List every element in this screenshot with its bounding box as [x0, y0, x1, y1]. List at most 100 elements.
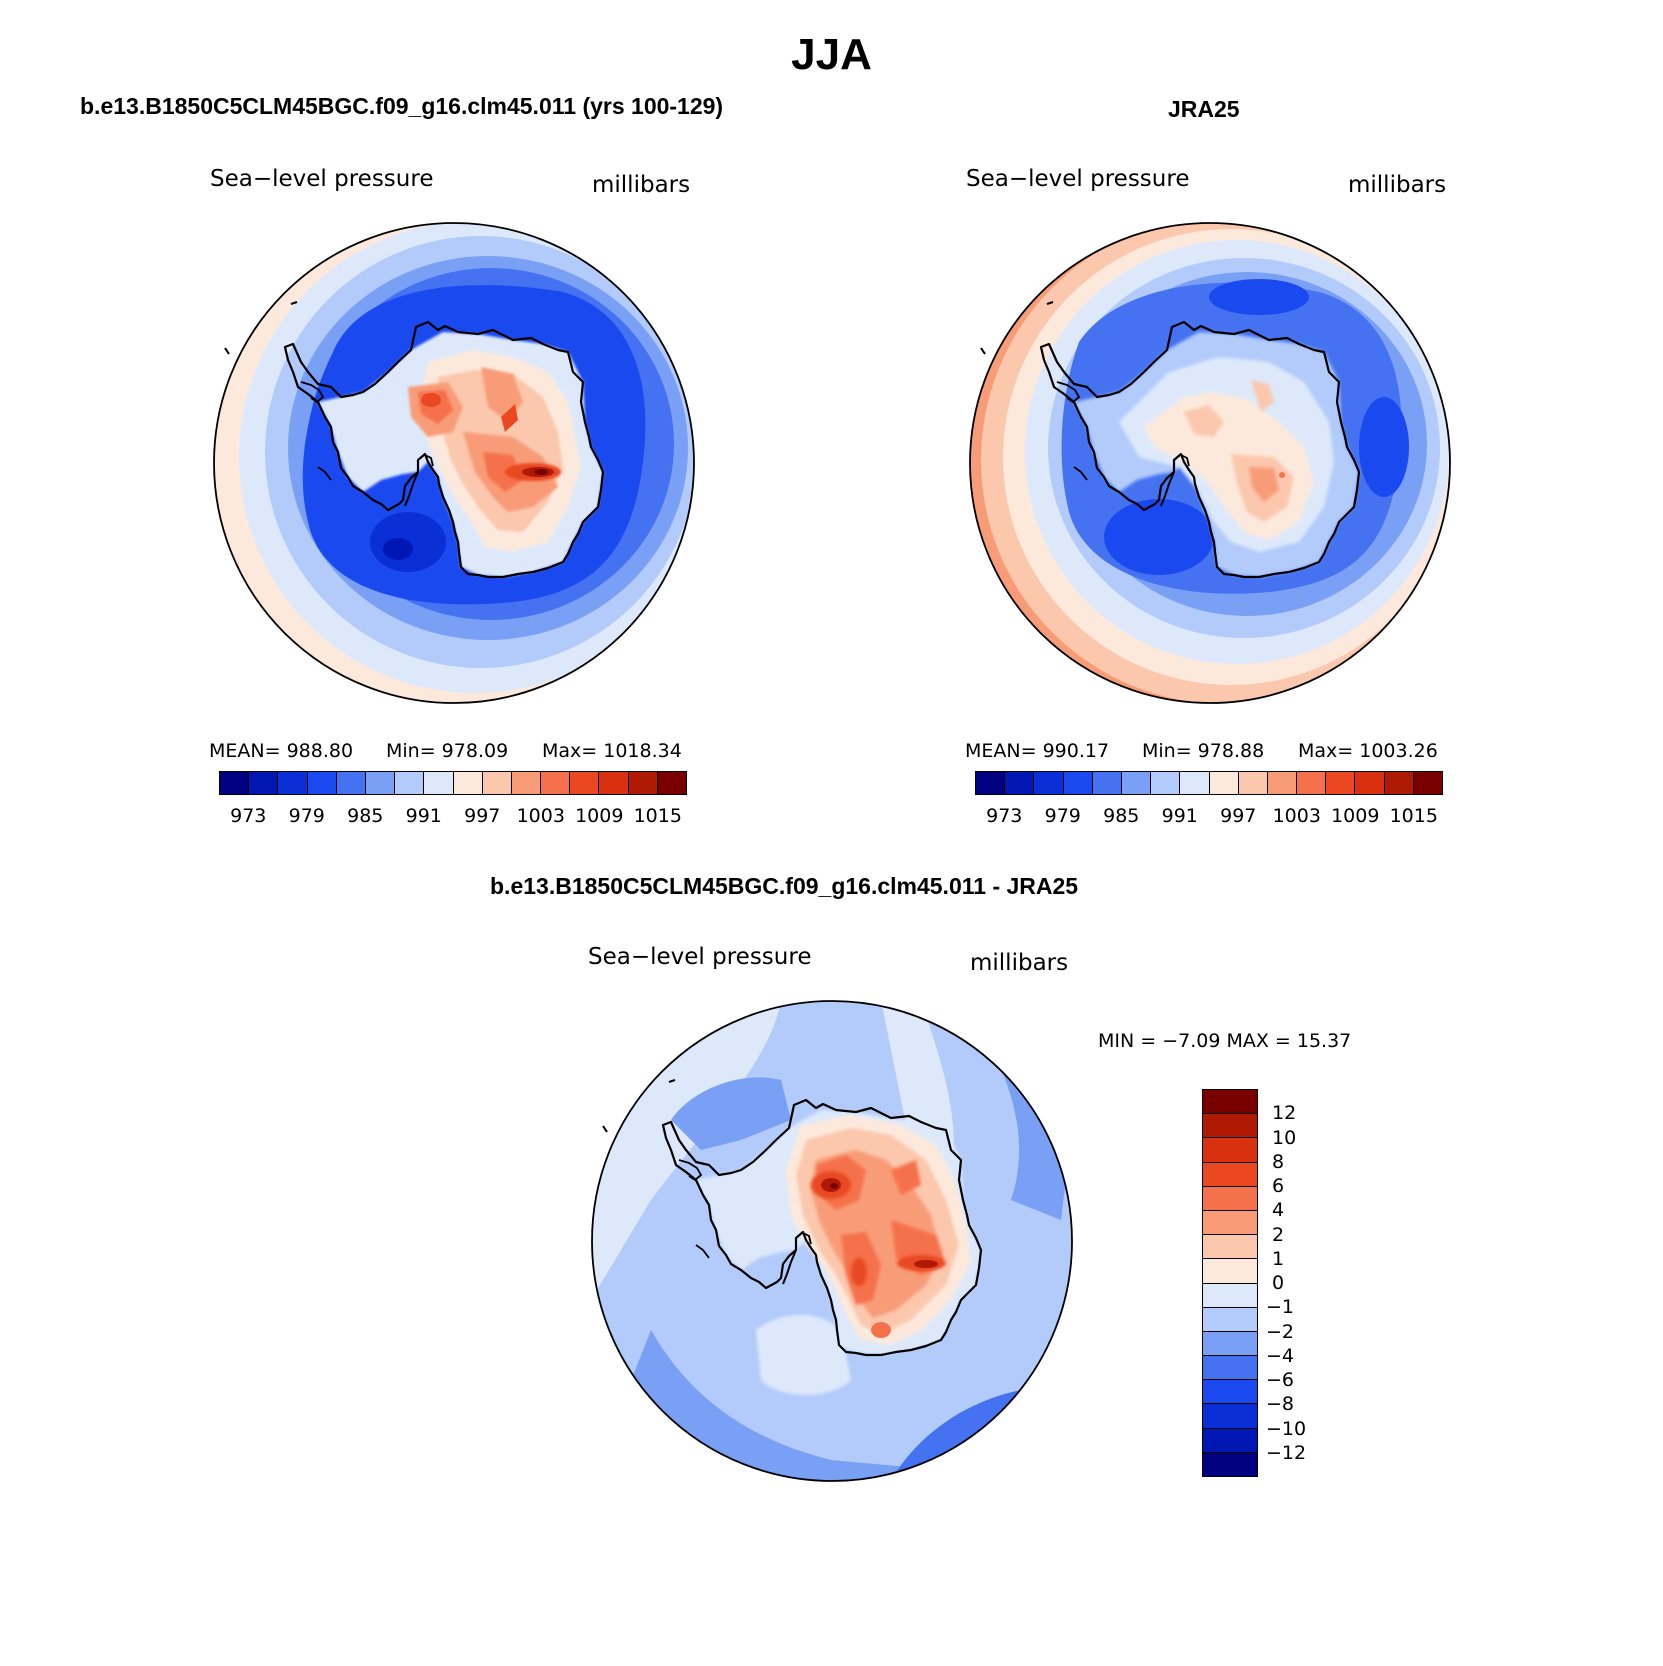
map-boundary [591, 1000, 1073, 1482]
colorbar-swatch [220, 772, 250, 794]
obs-colorbar-ticks: 973 979 985 991 997 1003 1009 1015 [975, 805, 1443, 829]
colorbar-swatch [1203, 1404, 1257, 1429]
colorbar-swatch [1326, 772, 1356, 794]
colorbar-tick-label: −6 [1266, 1369, 1295, 1391]
colorbar-swatch [1063, 772, 1093, 794]
colorbar-tick-label: −8 [1266, 1393, 1295, 1416]
diff-units-label: millibars [970, 950, 1069, 976]
colorbar-tick-label: 0 [1272, 1272, 1285, 1294]
colorbar-tick-label: 985 [347, 805, 384, 827]
colorbar-swatch [1005, 772, 1035, 794]
colorbar-swatch [1267, 772, 1298, 794]
colorbar-swatch [1203, 1331, 1257, 1357]
colorbar-swatch [1203, 1259, 1257, 1284]
obs-panel-title: JRA25 [1168, 96, 1240, 122]
low-973 [383, 538, 413, 560]
colorbar-swatch [1297, 772, 1327, 794]
colorbar-swatch [599, 772, 629, 794]
colorbar-tick-label: 1003 [1272, 805, 1321, 827]
colorbar-swatch [365, 772, 396, 794]
colorbar-swatch [1203, 1090, 1257, 1115]
colorbar-swatch [1203, 1356, 1257, 1381]
colorbar-swatch [1203, 1452, 1257, 1476]
model-colorbar [219, 771, 687, 795]
colorbar-swatch [1203, 1210, 1257, 1236]
colorbar-tick-label: 4 [1272, 1199, 1285, 1222]
model-panel-title: b.e13.B1850C5CLM45BGC.f09_g16.clm45.011 … [80, 93, 724, 119]
colorbar-swatch [249, 772, 279, 794]
colorbar-tick-label: −2 [1266, 1320, 1295, 1343]
colorbar-swatch [307, 772, 337, 794]
map-boundary [969, 222, 1451, 704]
model-min-label: Min= 978.09 [386, 740, 509, 762]
colorbar-tick-label: −12 [1266, 1441, 1307, 1464]
colorbar-swatch [1203, 1138, 1257, 1163]
colorbar-tick-label: 973 [230, 805, 267, 827]
diff-panel-title: b.e13.B1850C5CLM45BGC.f09_g16.clm45.011 … [490, 873, 1079, 899]
colorbar-tick-label: 10 [1272, 1126, 1297, 1149]
colorbar-tick-label: 973 [986, 805, 1023, 827]
colorbar-swatch [1209, 772, 1239, 794]
colorbar-tick-label: 1009 [575, 805, 624, 827]
colorbar-swatch [1203, 1235, 1257, 1260]
colorbar-swatch [453, 772, 483, 794]
antarctica-coastline [661, 1098, 983, 1357]
colorbar-tick-label: 2 [1272, 1223, 1285, 1246]
model-colorbar-ticks: 973 979 985 991 997 1003 1009 1015 [219, 805, 687, 829]
colorbar-swatch [336, 772, 366, 794]
colorbar-swatch [278, 772, 308, 794]
colorbar-swatch [1121, 772, 1152, 794]
obs-units-label: millibars [1348, 172, 1447, 198]
colorbar-tick-label: 1015 [1389, 805, 1438, 827]
colorbar-swatch [1203, 1162, 1257, 1187]
colorbar-swatch [1238, 772, 1268, 794]
colorbar-tick-label: 8 [1272, 1150, 1285, 1173]
colorbar-tick-label: −10 [1266, 1417, 1307, 1440]
model-units-label: millibars [592, 172, 691, 198]
colorbar-swatch [1203, 1114, 1257, 1139]
colorbar-tick-label: 991 [405, 805, 442, 827]
obs-variable-label: Sea−level pressure [966, 166, 1190, 192]
colorbar-swatch [1384, 772, 1414, 794]
model-max-label: Max= 1018.34 [542, 740, 682, 762]
colorbar-swatch [482, 772, 512, 794]
colorbar-swatch [628, 772, 658, 794]
colorbar-swatch [395, 772, 425, 794]
colorbar-swatch [1151, 772, 1181, 794]
colorbar-swatch [541, 772, 571, 794]
obs-mean-label: MEAN= 990.17 [965, 740, 1110, 762]
model-variable-label: Sea−level pressure [210, 166, 434, 192]
colorbar-swatch [657, 772, 686, 794]
antarctica-coastline [283, 320, 605, 579]
colorbar-swatch [1034, 772, 1064, 794]
colorbar-swatch [1203, 1428, 1257, 1453]
model-mean-label: MEAN= 988.80 [209, 740, 354, 762]
colorbar-tick-label: 997 [464, 805, 501, 827]
obs-min-label: Min= 978.88 [1142, 740, 1265, 762]
diff-minmax-label: MIN = −7.09 MAX = 15.37 [1098, 1030, 1352, 1052]
colorbar-swatch [570, 772, 600, 794]
colorbar-tick-label: −1 [1266, 1296, 1295, 1319]
colorbar-tick-label: 991 [1161, 805, 1198, 827]
figure-title: JJA [791, 30, 872, 79]
colorbar-swatch [1203, 1307, 1257, 1332]
colorbar-swatch [511, 772, 542, 794]
diff-variable-label: Sea−level pressure [588, 944, 812, 970]
colorbar-tick-label: 1 [1272, 1247, 1285, 1270]
diff-colorbar-ticks: 12 10 8 6 4 2 1 0 −1 −2 −4 −6 −8 −10 −12 [1266, 1089, 1342, 1477]
colorbar-tick-label: −4 [1266, 1344, 1295, 1367]
colorbar-swatch [976, 772, 1006, 794]
diff-colorbar [1202, 1089, 1258, 1477]
map-boundary [213, 222, 695, 704]
colorbar-swatch [1355, 772, 1385, 794]
diff-polar-map [591, 1000, 1073, 1482]
model-polar-map [213, 222, 695, 704]
colorbar-tick-label: 6 [1272, 1175, 1285, 1197]
antarctica-coastline [1039, 320, 1361, 579]
colorbar-tick-label: 1009 [1331, 805, 1380, 827]
colorbar-swatch [1180, 772, 1210, 794]
colorbar-tick-label: 985 [1103, 805, 1140, 827]
colorbar-tick-label: 1015 [633, 805, 682, 827]
obs-max-label: Max= 1003.26 [1298, 740, 1438, 762]
colorbar-tick-label: 997 [1220, 805, 1257, 827]
